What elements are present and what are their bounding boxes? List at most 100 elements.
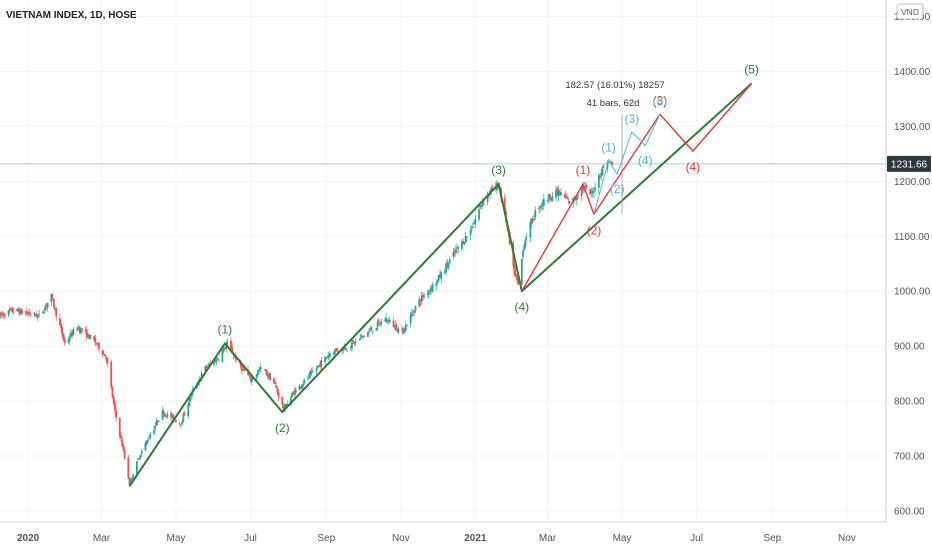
candle — [51, 292, 54, 302]
candle — [137, 458, 139, 461]
candle — [80, 327, 83, 335]
candle — [162, 409, 165, 418]
candle — [299, 386, 302, 390]
candle — [149, 431, 152, 440]
candle — [344, 346, 347, 351]
measure-text-delta: 182.57 (16.01%) 18257 — [565, 80, 664, 91]
candle — [464, 231, 467, 243]
candle — [281, 396, 284, 409]
candle — [18, 308, 21, 317]
candle — [21, 308, 23, 316]
candle — [421, 291, 424, 302]
candle — [121, 436, 124, 447]
candle — [94, 335, 97, 347]
candle — [293, 387, 296, 397]
candle — [222, 346, 225, 354]
candle — [470, 225, 473, 233]
candle — [68, 333, 71, 345]
candle — [216, 357, 219, 360]
candle — [181, 419, 183, 426]
candle — [72, 327, 75, 336]
candle — [369, 325, 372, 333]
candle — [255, 373, 258, 380]
currency-badge: VND — [896, 3, 924, 20]
candle — [377, 318, 380, 326]
candle — [179, 424, 182, 429]
y-tick-label: 1200.00 — [894, 177, 931, 188]
candle — [95, 342, 98, 346]
candle — [585, 183, 588, 190]
candle — [277, 388, 280, 402]
candle — [96, 342, 99, 348]
candle — [55, 307, 58, 321]
candle — [360, 333, 363, 340]
candle — [593, 186, 595, 198]
candle — [275, 382, 278, 389]
candle — [264, 368, 267, 372]
candle — [139, 454, 142, 460]
candle — [525, 232, 528, 241]
candle — [480, 205, 483, 209]
candle — [12, 307, 15, 315]
candle — [549, 193, 551, 203]
candle — [102, 349, 105, 355]
current-price-badge: 1231.66 — [887, 155, 931, 172]
candle — [27, 310, 30, 317]
x-tick-label: May — [613, 533, 632, 544]
candle — [541, 199, 544, 211]
candle — [131, 476, 133, 482]
candle — [393, 324, 396, 331]
candle — [50, 293, 53, 307]
candle — [118, 416, 121, 440]
candle — [551, 191, 554, 202]
candle — [61, 326, 64, 339]
wave-label: (2) — [275, 421, 290, 435]
svg-text:VND: VND — [901, 7, 919, 17]
wave-label: (1) — [576, 163, 591, 177]
candle — [380, 318, 383, 327]
y-tick-label: 1400.00 — [894, 67, 931, 78]
candle — [7, 309, 10, 318]
candle — [226, 338, 229, 346]
candle — [423, 292, 425, 301]
candle — [52, 297, 55, 310]
candle — [221, 348, 224, 364]
candle — [327, 351, 330, 361]
candle — [353, 341, 356, 346]
candle — [319, 359, 322, 370]
candle — [217, 357, 220, 362]
candle — [45, 303, 48, 311]
candle — [472, 222, 474, 229]
candle — [461, 239, 463, 252]
candle — [260, 367, 263, 369]
price-axis[interactable]: 600.00 700.00 800.00 900.00 1000.00 1100.00 12… — [885, 0, 931, 522]
y-tick-label: 700.00 — [894, 452, 925, 463]
candle — [589, 188, 592, 195]
wave-label: (1) — [218, 322, 233, 336]
candle — [490, 185, 493, 196]
candle — [316, 366, 319, 370]
candle — [144, 440, 147, 451]
candle — [564, 190, 567, 199]
candle — [214, 359, 216, 363]
candle — [28, 308, 31, 316]
candle — [363, 335, 366, 338]
candle — [138, 455, 141, 461]
wave-label: (3) — [653, 93, 668, 107]
candle — [175, 419, 177, 423]
candle — [430, 285, 433, 294]
candle — [325, 357, 328, 360]
candle — [601, 165, 604, 177]
blue-wave: (1) (2) (3) (4) (5) — [593, 94, 667, 215]
green-wave: (1) (2) (3) (4) (5) — [128, 63, 759, 487]
y-tick-label: 900.00 — [894, 342, 925, 353]
candle — [223, 346, 226, 350]
candle — [274, 377, 276, 385]
candle — [77, 324, 80, 331]
candle — [567, 196, 570, 205]
candle — [531, 216, 534, 224]
chart-title: VIETNAM INDEX, 1D, HOSE — [6, 10, 137, 21]
time-axis[interactable]: 2020 Mar May Jul Sep Nov 2021 Mar May Jul Sep Nov — [0, 521, 886, 544]
candle — [187, 402, 190, 419]
